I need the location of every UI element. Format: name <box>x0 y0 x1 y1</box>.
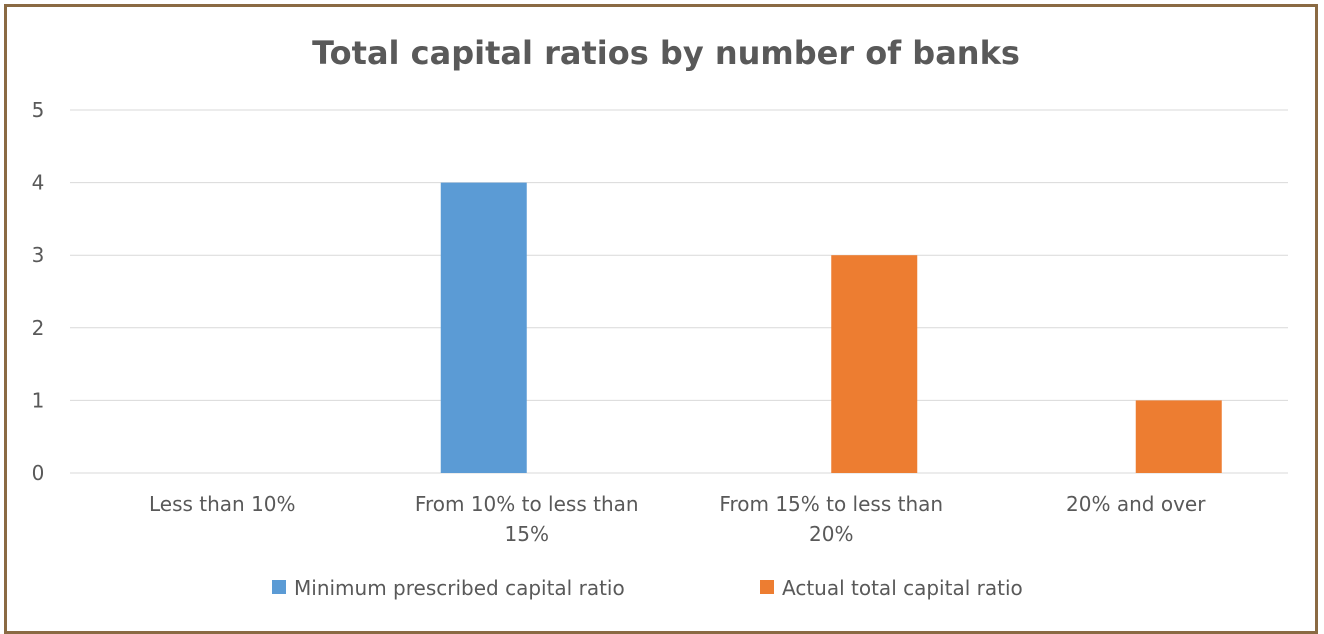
y-tick-label: 2 <box>32 316 45 340</box>
bar <box>440 182 527 473</box>
y-tick-label: 1 <box>32 388 45 412</box>
x-tick-label: From 10% to less than <box>415 492 639 516</box>
y-tick-label: 0 <box>32 461 45 485</box>
x-tick-label: 15% <box>505 522 549 546</box>
x-axis-labels: Less than 10% From 10% to less than 15% Fro… <box>149 492 1206 546</box>
bar <box>1135 400 1222 473</box>
legend-swatch <box>272 580 286 594</box>
legend-label: Actual total capital ratio <box>782 576 1023 600</box>
y-axis-ticks: 0 1 2 3 4 5 <box>32 98 45 485</box>
bar <box>831 255 918 473</box>
x-tick-label: From 15% to less than <box>719 492 943 516</box>
bars <box>440 182 1222 473</box>
legend: Minimum prescribed capital ratio Actual t… <box>272 576 1023 600</box>
x-tick-label: 20% <box>809 522 853 546</box>
gridlines <box>70 109 1288 474</box>
x-tick-label: Less than 10% <box>149 492 296 516</box>
y-tick-label: 3 <box>32 243 45 267</box>
chart-title: Total capital ratios by number of banks <box>312 34 1020 72</box>
x-tick-label: 20% and over <box>1066 492 1206 516</box>
legend-swatch <box>760 580 774 594</box>
y-tick-label: 5 <box>32 98 45 122</box>
legend-label: Minimum prescribed capital ratio <box>294 576 625 600</box>
y-tick-label: 4 <box>32 171 45 195</box>
chart-frame <box>4 4 1318 634</box>
